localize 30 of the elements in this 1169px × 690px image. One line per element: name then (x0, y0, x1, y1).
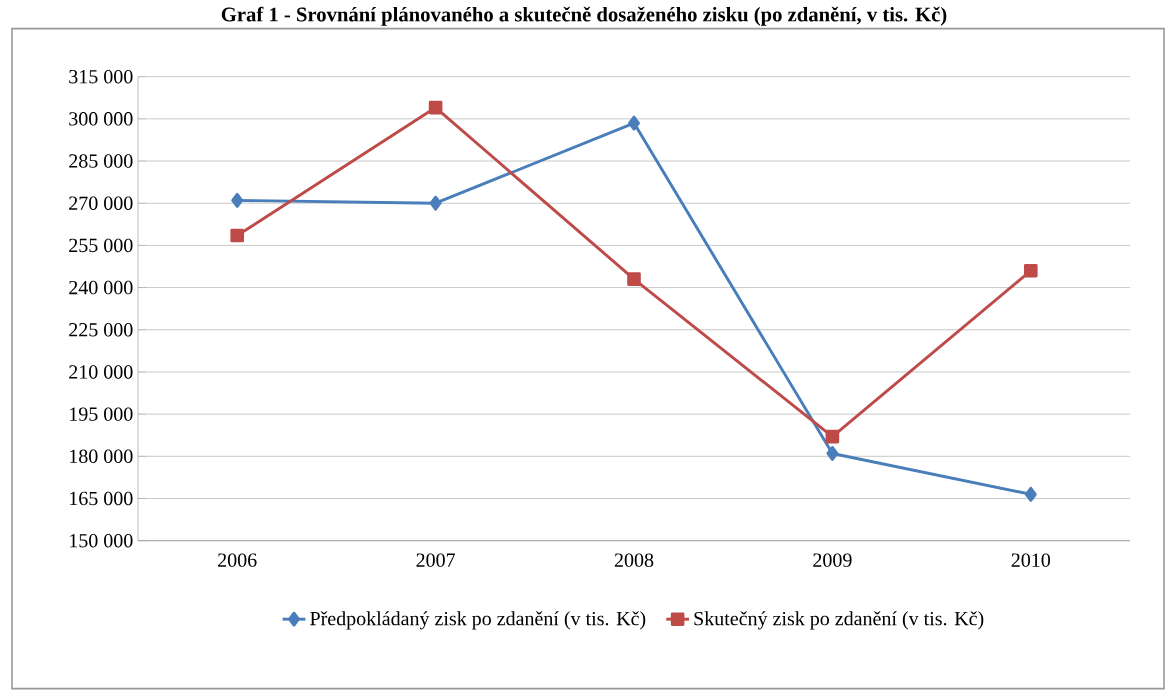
x-tick-label: 2007 (416, 553, 456, 567)
point (826, 446, 839, 461)
x-tick-label: 2006 (218, 553, 257, 567)
point (825, 429, 840, 444)
point (428, 100, 443, 115)
y-tick-label: 255 000 (69, 238, 133, 253)
y-tick-label: 165 000 (70, 491, 133, 506)
point (429, 195, 442, 211)
point (230, 228, 245, 243)
y-tick-label: 150 000 (70, 533, 133, 548)
legend-label: Předpokládaný zisk po zdanění (v tis. Kč) (310, 611, 646, 630)
y-tick-label: 180 000 (70, 449, 133, 464)
y-tick-label: 300 000 (69, 112, 133, 126)
x-tick-label: 2008 (614, 553, 654, 567)
y-tick-label: 210 000 (69, 365, 133, 379)
y-tick-label: 240 000 (69, 280, 133, 295)
point (231, 192, 244, 208)
point (627, 272, 641, 286)
y-tick-label: 225 000 (69, 323, 133, 337)
legend-label: Skutečný zisk po zdanění (v tis. Kč) (694, 611, 984, 630)
point (1024, 486, 1037, 502)
chart-title: Graf 1 - Srovnání plánovaného a skutečně dosaženého zisku (po zdanění, v tis. Kč) (221, 6, 947, 26)
y-tick-label: 195 000 (70, 407, 133, 421)
y-tick-label: 285 000 (69, 154, 133, 168)
y-tick-label: 270 000 (69, 196, 133, 210)
x-tick-label: 2010 (1011, 553, 1051, 567)
y-tick-label: 315 000 (69, 69, 133, 84)
point (628, 115, 640, 131)
x-tick-label: 2009 (813, 553, 852, 567)
point (1024, 263, 1038, 278)
